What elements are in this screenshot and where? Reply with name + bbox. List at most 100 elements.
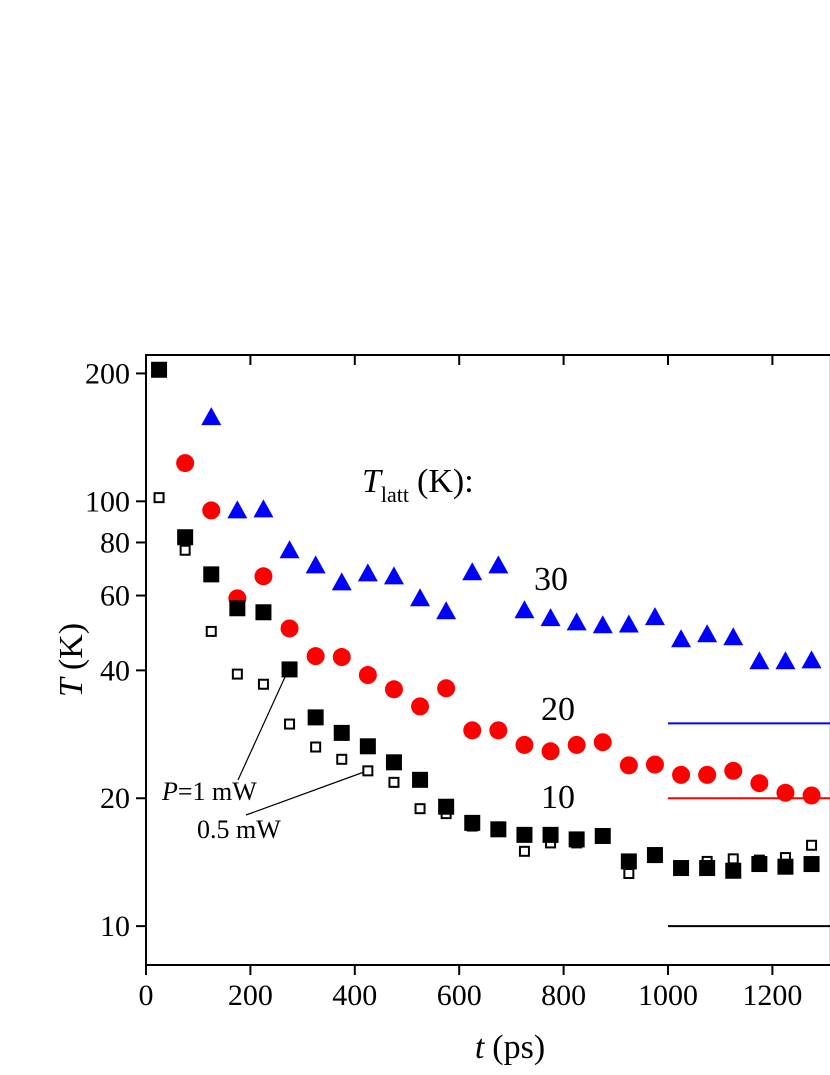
x-axis-symbol: t [475,1029,486,1066]
circle-marker [593,733,612,752]
triangle-marker [723,627,744,646]
circle-marker [698,765,717,784]
triangle-marker [331,572,352,591]
x-axis-label: t (ps) [475,1029,545,1066]
x-axis-unit: (ps) [492,1029,545,1066]
open-square-marker [779,852,791,864]
circle-marker [724,761,743,780]
y-axis-unit: (K) [53,623,90,670]
square-marker [203,566,220,583]
y-axis-label: T (K) [53,623,90,697]
square-marker [568,831,585,848]
triangle-marker [775,651,796,670]
triangle-marker [671,629,692,648]
circle-marker [750,774,769,793]
triangle-marker [488,555,509,574]
square-marker [438,798,455,815]
y-tick-label: 40 [100,654,130,687]
curve-label: 20 [541,691,575,728]
leader-line [245,771,365,816]
x-tick-label: 1200 [742,979,802,1012]
x-tick-label: 200 [228,979,273,1012]
open-square-marker [284,718,296,730]
circle-marker [515,735,534,754]
y-tick-label: 60 [100,580,130,613]
circle-marker [384,680,403,699]
open-square-marker [414,803,426,815]
triangle-marker [566,612,587,631]
triangle-marker [279,540,300,559]
power-text: =1 mW [178,777,257,806]
open-square-marker [492,824,504,836]
open-square-marker [310,741,322,753]
square-marker [516,826,533,843]
square-marker [385,754,402,771]
square-marker [177,529,194,546]
circle-marker [619,756,638,775]
open-square-marker [336,753,348,765]
circle-marker [437,679,456,698]
open-square-marker [205,625,217,637]
power-symbol: P [161,777,178,806]
plot-frame [145,354,830,966]
triangle-marker [514,600,535,619]
square-marker [803,856,820,873]
circle-marker [645,755,664,774]
circle-marker [358,666,377,685]
triangle-marker [436,601,457,620]
triangle-marker [749,651,770,670]
power-label: P=1 mW [161,777,257,806]
triangle-marker [618,614,639,633]
legend-symbol: T [362,463,383,500]
curve-label: 30 [534,561,568,598]
triangle-marker [410,588,431,607]
square-marker [699,860,716,877]
triangle-marker [253,499,274,518]
square-marker [725,862,742,879]
open-square-marker [545,837,557,849]
circle-marker [332,648,351,667]
circle-marker [489,721,508,740]
circle-marker [306,647,325,666]
circle-marker [176,454,195,473]
circle-marker [463,721,482,740]
open-square-marker [571,837,583,849]
legend-title: Tlatt (K): [362,463,474,507]
x-tick-label: 400 [332,979,377,1012]
square-marker [620,853,637,870]
open-square-marker [153,492,165,504]
square-marker [151,361,168,378]
circle-marker [567,735,586,754]
circle-marker [280,619,299,638]
circle-marker [202,501,221,520]
open-square-marker [597,830,609,842]
square-marker [646,847,663,864]
open-square-marker [753,854,765,866]
square-marker [542,826,559,843]
open-square-marker [727,853,739,865]
open-square-marker [440,808,452,820]
open-square-marker [649,852,661,864]
square-marker [255,604,272,621]
open-square-marker [388,776,400,788]
square-marker [229,600,246,617]
circle-marker [411,697,430,716]
square-marker [594,827,611,844]
triangle-marker [357,563,378,582]
circle-marker [541,742,560,761]
open-square-marker [623,868,635,880]
square-marker [281,661,298,678]
triangle-marker [697,624,718,643]
curve-label: 10 [541,779,575,816]
y-axis-symbol: T [53,676,90,697]
open-square-marker [179,544,191,556]
open-square-marker [675,861,687,873]
circle-marker [672,765,691,784]
circle-marker [254,567,273,586]
triangle-marker [540,608,561,627]
leader-line [237,676,286,781]
triangle-marker [644,607,665,626]
circle-marker [776,783,795,802]
open-square-marker [257,678,269,690]
